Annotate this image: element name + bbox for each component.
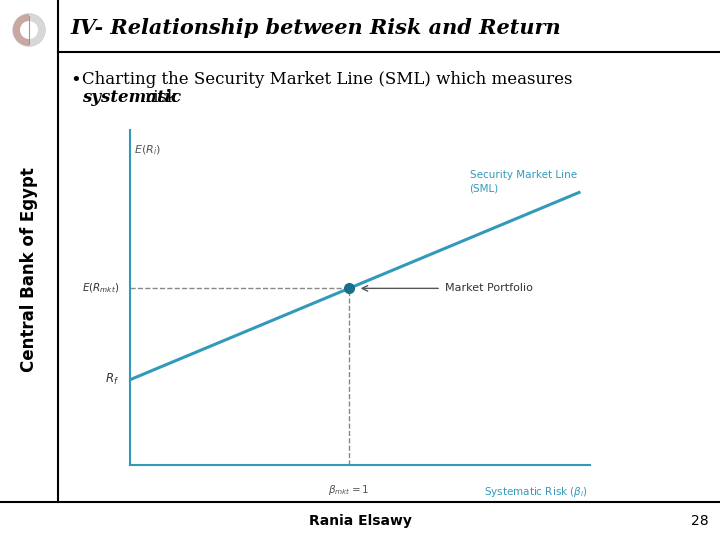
Circle shape [13, 14, 45, 46]
Wedge shape [29, 14, 45, 46]
Text: $\mathit{R_f}$: $\mathit{R_f}$ [105, 372, 119, 387]
Text: Rania Elsawy: Rania Elsawy [309, 514, 411, 528]
Text: systematic: systematic [82, 90, 181, 106]
Wedge shape [13, 14, 29, 46]
Text: Systematic Risk ($\beta_i$): Systematic Risk ($\beta_i$) [484, 485, 588, 499]
Text: $\mathit{E(R_{mkt})}$: $\mathit{E(R_{mkt})}$ [81, 281, 119, 295]
Text: $\mathit{E(R_i)}$: $\mathit{E(R_i)}$ [135, 144, 161, 157]
Text: IV- Relationship between Risk and Return: IV- Relationship between Risk and Return [70, 18, 561, 38]
Text: •: • [70, 71, 81, 89]
Circle shape [21, 22, 37, 38]
Text: $\beta_{mkt} = 1$: $\beta_{mkt} = 1$ [328, 483, 370, 497]
Text: Market Portfolio: Market Portfolio [446, 284, 534, 293]
Text: 28: 28 [691, 514, 708, 528]
Text: Charting the Security Market Line (SML) which measures: Charting the Security Market Line (SML) … [82, 71, 572, 89]
Text: Security Market Line
(SML): Security Market Line (SML) [469, 170, 577, 193]
Text: Central Bank of Egypt: Central Bank of Egypt [20, 167, 38, 373]
Text: risk: risk [140, 90, 177, 106]
